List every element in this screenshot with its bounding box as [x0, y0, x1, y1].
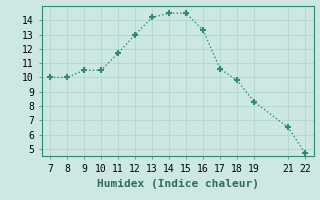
X-axis label: Humidex (Indice chaleur): Humidex (Indice chaleur) — [97, 179, 259, 189]
